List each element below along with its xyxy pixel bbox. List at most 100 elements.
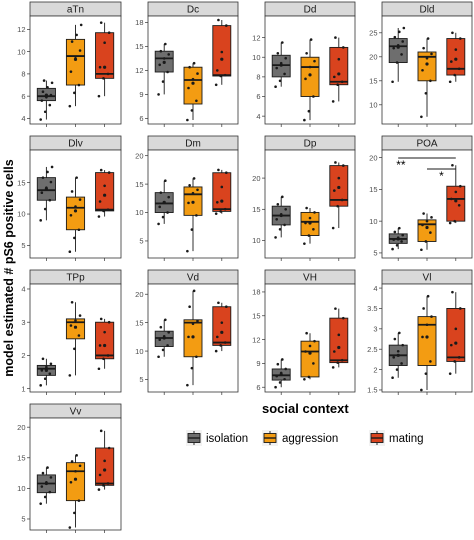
box-aggression [417,294,437,392]
data-point [448,221,452,225]
data-point [191,322,195,326]
data-point [49,180,53,184]
data-point [107,320,111,324]
data-point [424,240,428,243]
data-point [283,377,286,381]
panel-title: TPp [66,273,85,284]
data-point [422,46,425,50]
mean-point [162,336,166,340]
data-point [453,73,456,77]
y-tick-label: 15 [252,311,260,320]
data-point [97,488,101,491]
data-point [304,221,307,225]
data-point [393,230,397,234]
mean-point [425,335,429,339]
panel-dd: Dd 4 6 8 10 12 [252,1,356,127]
y-tick-label: 1 [21,384,25,393]
data-point [196,319,199,323]
mean-point [279,213,283,218]
data-point [303,118,306,122]
y-tick-label: 10 [369,101,377,110]
data-point [159,325,163,329]
data-point [186,249,189,253]
box-iqr [65,462,86,502]
data-point [106,482,110,485]
mean-point [337,72,341,76]
data-point [401,40,405,43]
data-point [304,77,307,81]
mean-point [308,351,312,355]
data-point [420,388,423,392]
data-point [196,72,199,75]
data-point [41,357,45,361]
data-point [102,357,105,361]
box-isolation [36,79,56,121]
data-point [303,242,306,245]
panel-vd: Vd 5 10 15 20 [135,269,239,395]
data-point [334,36,337,39]
y-tick-label: 5 [21,515,25,524]
data-point [41,90,45,94]
y-tick-label: 10 [17,47,25,56]
data-point [50,81,54,85]
data-point [98,65,102,69]
data-point [450,343,453,347]
y-tick-label: 15 [135,318,143,327]
data-point [220,185,224,189]
data-point [39,118,42,121]
data-point [391,80,394,84]
data-point [98,344,102,347]
box-aggression [417,212,437,252]
data-point [161,215,165,219]
box-isolation [154,318,174,359]
panel-title: VH [303,273,317,284]
data-point [392,238,396,241]
data-point [278,381,282,384]
data-point [333,350,336,353]
y-tick-label: 15 [135,42,143,51]
legend-entry-isolation: isolation [186,430,248,446]
box-aggression [300,38,320,122]
data-point [304,350,307,353]
data-point [70,40,74,43]
data-point [73,347,76,351]
data-point [337,333,341,337]
data-point [40,485,44,488]
data-point [77,334,81,337]
box-mating [329,161,349,230]
box-iqr [65,38,86,86]
data-point [75,176,78,179]
data-point [102,484,105,487]
data-point [214,349,218,353]
data-point [98,473,102,477]
data-point [216,200,219,204]
mean-point [220,330,224,334]
box-iqr [417,219,437,242]
box-iqr [388,38,408,64]
mean-point [337,185,341,190]
data-point [275,217,279,221]
data-point [69,214,73,217]
box-iqr [95,32,115,79]
y-tick-label: 10 [135,347,143,356]
y-tick-label: 5 [373,249,377,258]
data-point [191,77,195,81]
data-point [281,195,284,199]
data-point [161,348,165,352]
data-point [70,300,74,304]
data-point [43,495,47,499]
y-tick-label: 2 [21,351,25,360]
data-point [303,377,306,381]
data-point [216,335,219,339]
mean-point [103,343,107,348]
data-point [75,33,78,37]
box-iqr [417,51,437,82]
data-point [97,215,101,218]
data-point [425,219,429,223]
box-aggression [417,37,437,119]
data-point [425,56,429,60]
y-tick-label: 4 [21,114,25,123]
data-point [42,79,46,82]
data-point [402,26,406,30]
data-point [217,168,220,172]
